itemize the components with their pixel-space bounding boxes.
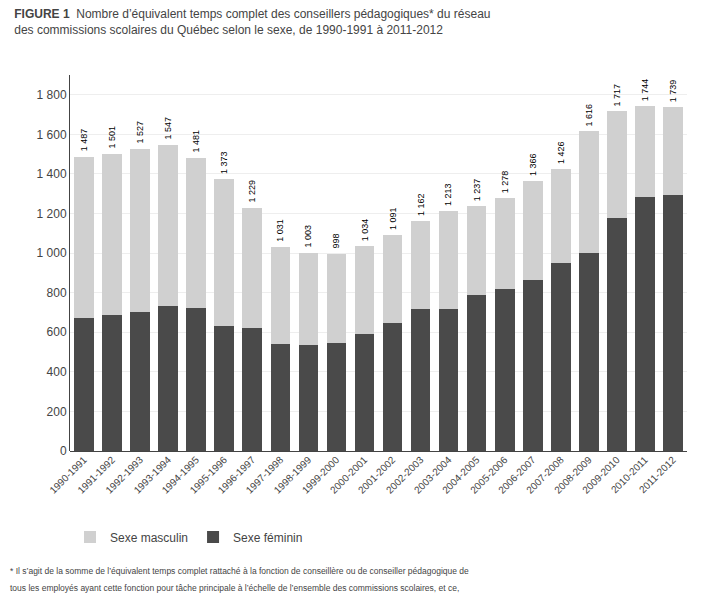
- svg-text:1 501: 1 501: [107, 126, 117, 149]
- svg-text:2008-2009: 2008-2009: [552, 454, 594, 496]
- svg-text:800: 800: [47, 286, 67, 300]
- svg-text:1 616: 1 616: [584, 104, 594, 127]
- svg-text:1 744: 1 744: [640, 79, 650, 102]
- svg-text:2002-2003: 2002-2003: [384, 454, 426, 496]
- svg-text:1 091: 1 091: [388, 208, 398, 231]
- svg-text:1 003: 1 003: [303, 225, 313, 248]
- svg-text:998: 998: [331, 233, 341, 248]
- svg-text:1 800: 1 800: [37, 88, 67, 102]
- svg-text:2011-2012: 2011-2012: [637, 454, 678, 495]
- svg-text:FIGURE 1 Nombre d’équivalent: FIGURE 1 Nombre d’équivalent temps compl…: [14, 7, 490, 37]
- svg-text:600: 600: [47, 325, 67, 339]
- svg-text:Sexe masculin: Sexe masculin: [110, 531, 188, 545]
- svg-text:1 162: 1 162: [416, 194, 426, 217]
- svg-text:1 481: 1 481: [191, 130, 201, 153]
- svg-text:1 547: 1 547: [163, 117, 173, 140]
- svg-text:2010-2011: 2010-2011: [609, 454, 650, 495]
- svg-text:400: 400: [47, 365, 67, 379]
- svg-text:2003-2004: 2003-2004: [412, 454, 454, 496]
- svg-text:200: 200: [47, 405, 67, 419]
- svg-text:2007-2008: 2007-2008: [524, 454, 566, 496]
- svg-text:1 031: 1 031: [275, 219, 285, 242]
- svg-text:0: 0: [60, 444, 67, 458]
- svg-text:1990-1991: 1990-1991: [47, 454, 89, 496]
- svg-text:Sexe féminin: Sexe féminin: [233, 531, 302, 545]
- svg-text:tous les employés ayant cette: tous les employés ayant cette fonction p…: [10, 583, 459, 593]
- svg-text:1996-1997: 1996-1997: [216, 454, 258, 496]
- svg-text:1 373: 1 373: [219, 152, 229, 175]
- svg-text:1 229: 1 229: [247, 180, 257, 203]
- svg-text:1995-1996: 1995-1996: [188, 454, 230, 496]
- svg-text:1 237: 1 237: [472, 179, 482, 202]
- svg-text:2001-2002: 2001-2002: [356, 454, 398, 496]
- svg-text:* Il s’agit de la somme de l’é: * Il s’agit de la somme de l’équivalent …: [10, 566, 469, 576]
- svg-text:1 000: 1 000: [37, 246, 67, 260]
- svg-text:1994-1995: 1994-1995: [160, 454, 202, 496]
- svg-text:1997-1998: 1997-1998: [244, 454, 286, 496]
- svg-text:2005-2006: 2005-2006: [468, 454, 510, 496]
- svg-text:1 487: 1 487: [79, 129, 89, 152]
- svg-text:1 200: 1 200: [37, 207, 67, 221]
- svg-text:1992-1993: 1992-1993: [103, 454, 145, 496]
- svg-text:1 213: 1 213: [443, 184, 453, 207]
- svg-text:1991-1992: 1991-1992: [75, 454, 117, 496]
- svg-text:1 400: 1 400: [37, 167, 67, 181]
- svg-text:1998-1999: 1998-1999: [272, 454, 314, 496]
- svg-text:1 527: 1 527: [135, 121, 145, 144]
- svg-text:2004-2005: 2004-2005: [440, 454, 482, 496]
- svg-text:1 600: 1 600: [37, 128, 67, 142]
- svg-text:1 034: 1 034: [360, 219, 370, 242]
- svg-text:1 739: 1 739: [668, 80, 678, 103]
- svg-text:1999-2000: 1999-2000: [300, 454, 342, 496]
- svg-text:1 366: 1 366: [528, 153, 538, 176]
- svg-text:2006-2007: 2006-2007: [496, 454, 538, 496]
- svg-text:1 717: 1 717: [612, 84, 622, 107]
- svg-text:1 278: 1 278: [500, 171, 510, 194]
- svg-text:1 426: 1 426: [556, 142, 566, 165]
- svg-text:1993-1994: 1993-1994: [132, 454, 174, 496]
- svg-text:2009-2010: 2009-2010: [580, 454, 622, 496]
- svg-text:2000-2001: 2000-2001: [328, 454, 370, 496]
